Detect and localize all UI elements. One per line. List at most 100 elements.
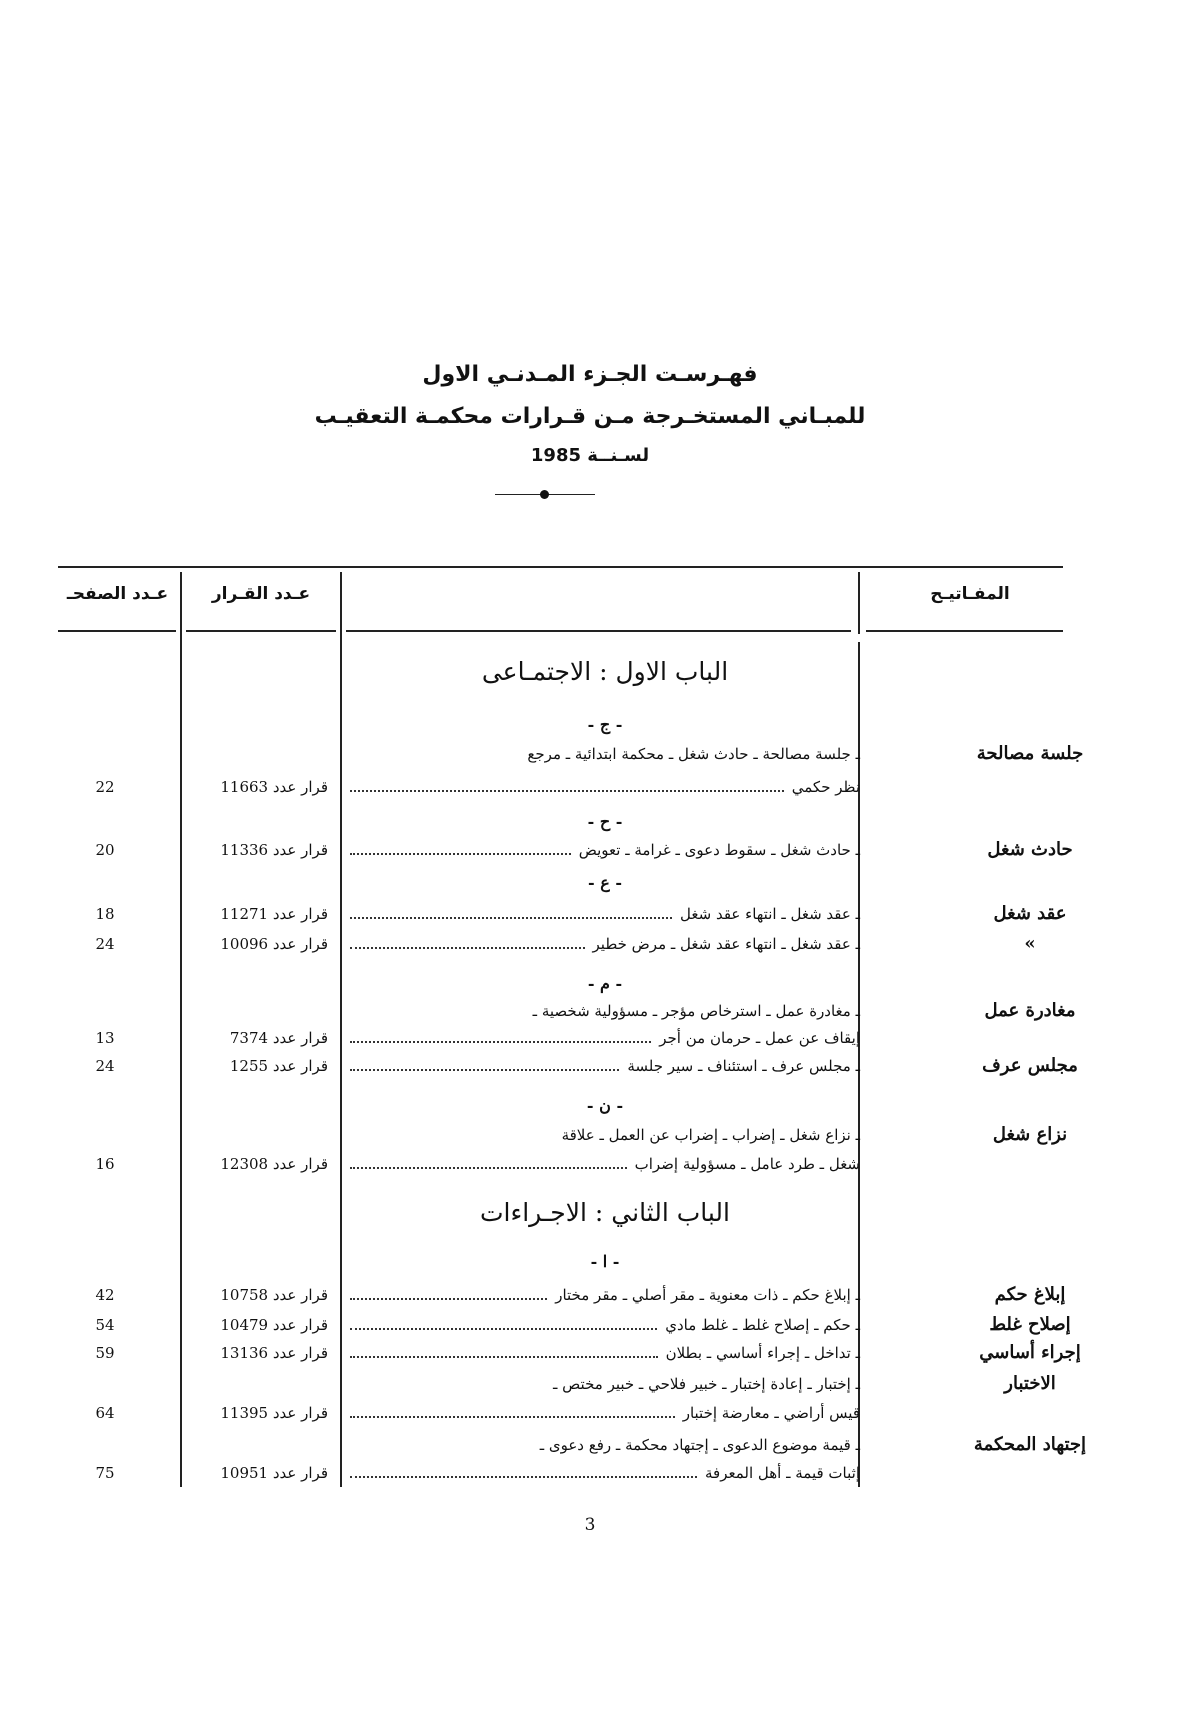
header-page-number: عـدد الصفحـ bbox=[66, 584, 169, 604]
dot-leader bbox=[350, 1040, 652, 1043]
decision-reference: قرار عدد 11336 bbox=[190, 840, 328, 860]
header-rule-keywords bbox=[866, 630, 1063, 632]
page-reference: 64 bbox=[95, 1404, 115, 1422]
keyword: جلسة مصالحة bbox=[976, 743, 1084, 764]
topic-line: ـ مجلس عرف ـ استئناف ـ سير جلسة bbox=[350, 1056, 860, 1076]
page-reference: 42 bbox=[95, 1286, 115, 1304]
header-rule-decision bbox=[186, 630, 336, 632]
topic-line: ـ جلسة مصالحة ـ حادث شغل ـ محكمة ابتدائي… bbox=[350, 744, 860, 764]
topic-text: شغل ـ طرد عامل ـ مسؤولية إضراب bbox=[634, 1155, 860, 1173]
topic-line: نظر حكمي bbox=[350, 777, 860, 797]
decision-number: 13136 bbox=[220, 1344, 269, 1362]
topic-text: نظر حكمي bbox=[791, 778, 860, 796]
topic-line: إثبات قيمة ـ أهل المعرفة bbox=[350, 1463, 860, 1483]
dot-leader bbox=[350, 852, 571, 855]
topic-line: ـ عقد شغل ـ انتهاء عقد شغل ـ مرض خطير bbox=[350, 934, 860, 954]
decision-number: 11336 bbox=[220, 841, 269, 859]
decision-number: 12308 bbox=[220, 1155, 269, 1173]
dot-leader bbox=[350, 916, 673, 919]
topic-text: ـ قيمة موضوع الدعوى ـ إجتهاد محكمة ـ رفع… bbox=[539, 1436, 860, 1454]
column-divider-3b bbox=[858, 642, 860, 1487]
decision-number: 11395 bbox=[220, 1404, 269, 1422]
decision-label: قرار عدد bbox=[272, 1057, 328, 1075]
dot-leader bbox=[350, 1327, 658, 1330]
topic-text: ـ حادث شغل ـ سقوط دعوى ـ غرامة ـ تعويض bbox=[578, 841, 860, 859]
letter-heading: - م - bbox=[587, 974, 623, 993]
decision-reference: قرار عدد 12308 bbox=[190, 1154, 328, 1174]
separator-dot bbox=[540, 490, 549, 499]
decision-label: قرار عدد bbox=[272, 1404, 328, 1422]
page-reference: 75 bbox=[95, 1464, 115, 1482]
topic-text: إثبات قيمة ـ أهل المعرفة bbox=[704, 1464, 860, 1482]
dot-leader bbox=[350, 946, 585, 949]
decision-reference: قرار عدد 10096 bbox=[190, 934, 328, 954]
keyword: مجلس عرف bbox=[982, 1055, 1078, 1076]
topic-text: ـ نزاع شغل ـ إضراب ـ إضراب عن العمل ـ عل… bbox=[561, 1126, 860, 1144]
decision-label: قرار عدد bbox=[272, 935, 328, 953]
decision-reference: قرار عدد 11663 bbox=[190, 777, 328, 797]
header-rule-topics bbox=[346, 630, 851, 632]
topic-line: قيس أراضي ـ معارضة إختبار bbox=[350, 1403, 860, 1423]
chapter-heading: الباب الثاني : الاجـراءات bbox=[480, 1198, 730, 1227]
keyword: إبلاغ حكم bbox=[994, 1284, 1066, 1305]
decision-reference: قرار عدد 10479 bbox=[190, 1315, 328, 1335]
dot-leader bbox=[350, 1297, 548, 1300]
dot-leader bbox=[350, 1415, 675, 1418]
decision-number: 10758 bbox=[220, 1286, 269, 1304]
page-reference: 13 bbox=[95, 1029, 115, 1047]
page-reference: 20 bbox=[95, 841, 115, 859]
decision-reference: قرار عدد 10951 bbox=[190, 1463, 328, 1483]
decision-reference: قرار عدد 11395 bbox=[190, 1403, 328, 1423]
dot-leader bbox=[350, 1166, 627, 1169]
topic-line: إيقاف عن عمل ـ حرمان من أجر bbox=[350, 1028, 860, 1048]
topic-text: ـ تداخل ـ إجراء أساسي ـ بطلان bbox=[665, 1344, 860, 1362]
column-divider-2 bbox=[340, 572, 342, 1487]
index-title: فهـرسـت الجـزء المـدنـي الاول bbox=[422, 362, 758, 387]
header-decision-number: عـدد القـرار bbox=[211, 584, 311, 604]
keyword: إجتهاد المحكمة bbox=[973, 1434, 1087, 1455]
keyword: مغادرة عمل bbox=[984, 1000, 1076, 1021]
topic-line: ـ حادث شغل ـ سقوط دعوى ـ غرامة ـ تعويض bbox=[350, 840, 860, 860]
topic-line: ـ قيمة موضوع الدعوى ـ إجتهاد محكمة ـ رفع… bbox=[350, 1435, 860, 1455]
page-reference: 59 bbox=[95, 1344, 115, 1362]
decision-number: 10951 bbox=[220, 1464, 269, 1482]
decision-number: 10096 bbox=[220, 935, 269, 953]
topic-line: ـ إبلاغ حكم ـ ذات معنوية ـ مقر أصلي ـ مق… bbox=[350, 1285, 860, 1305]
page-reference: 54 bbox=[95, 1316, 115, 1334]
topic-text: ـ إبلاغ حكم ـ ذات معنوية ـ مقر أصلي ـ مق… bbox=[555, 1286, 860, 1304]
topic-line: ـ عقد شغل ـ انتهاء عقد شغل bbox=[350, 904, 860, 924]
decision-label: قرار عدد bbox=[272, 1316, 328, 1334]
topic-text: ـ جلسة مصالحة ـ حادث شغل ـ محكمة ابتدائي… bbox=[527, 745, 860, 763]
keyword: الاختبار bbox=[1004, 1373, 1056, 1394]
decision-label: قرار عدد bbox=[272, 1029, 328, 1047]
header-keywords: المفـاتيـح bbox=[930, 584, 1010, 604]
letter-heading: - ن - bbox=[586, 1096, 624, 1115]
topic-line: ـ إختبار ـ إعادة إختبار ـ خبير فلاحي ـ خ… bbox=[350, 1374, 860, 1394]
topic-text: ـ عقد شغل ـ انتهاء عقد شغل bbox=[680, 905, 860, 923]
decision-reference: قرار عدد 10758 bbox=[190, 1285, 328, 1305]
page-number: 3 bbox=[584, 1515, 596, 1535]
keyword: عقد شغل bbox=[993, 903, 1067, 924]
topic-text: قيس أراضي ـ معارضة إختبار bbox=[682, 1404, 860, 1422]
keyword: حادث شغل bbox=[987, 839, 1073, 860]
dot-leader bbox=[350, 789, 784, 792]
page-reference: 22 bbox=[95, 778, 115, 796]
decision-reference: قرار عدد 1255 bbox=[190, 1056, 328, 1076]
keyword: نزاع شغل bbox=[992, 1124, 1068, 1145]
letter-heading: - ج - bbox=[587, 715, 623, 734]
topic-text: ـ حكم ـ إصلاح غلط ـ غلط مادي bbox=[665, 1316, 860, 1334]
decision-label: قرار عدد bbox=[272, 1286, 328, 1304]
decision-reference: قرار عدد 13136 bbox=[190, 1343, 328, 1363]
page-reference: 24 bbox=[95, 935, 115, 953]
letter-heading: - ع - bbox=[588, 873, 622, 892]
letter-heading: - ح - bbox=[587, 812, 623, 831]
keyword: إصلاح غلط bbox=[989, 1314, 1071, 1335]
column-divider-1 bbox=[180, 572, 182, 1487]
topic-line: ـ تداخل ـ إجراء أساسي ـ بطلان bbox=[350, 1343, 860, 1363]
decision-label: قرار عدد bbox=[272, 841, 328, 859]
decision-number: 10479 bbox=[220, 1316, 269, 1334]
topic-text: ـ مجلس عرف ـ استئناف ـ سير جلسة bbox=[627, 1057, 860, 1075]
decision-label: قرار عدد bbox=[272, 1344, 328, 1362]
decision-number: 11663 bbox=[220, 778, 269, 796]
keyword: » bbox=[1024, 933, 1036, 954]
